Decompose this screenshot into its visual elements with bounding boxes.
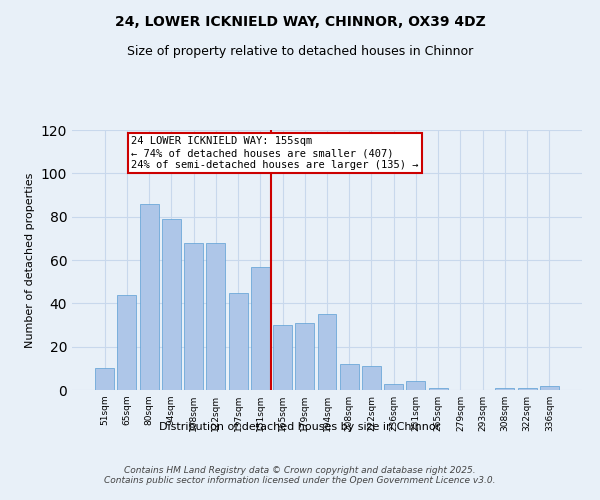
Bar xyxy=(273,325,292,390)
Bar xyxy=(118,294,136,390)
Bar xyxy=(540,386,559,390)
Bar xyxy=(406,382,425,390)
Bar xyxy=(518,388,536,390)
Bar xyxy=(295,323,314,390)
Bar xyxy=(229,292,248,390)
Bar xyxy=(251,266,270,390)
Text: 24 LOWER ICKNIELD WAY: 155sqm
← 74% of detached houses are smaller (407)
24% of : 24 LOWER ICKNIELD WAY: 155sqm ← 74% of d… xyxy=(131,136,419,170)
Text: Distribution of detached houses by size in Chinnor: Distribution of detached houses by size … xyxy=(160,422,440,432)
Bar xyxy=(340,364,359,390)
Bar xyxy=(140,204,158,390)
Bar xyxy=(496,388,514,390)
Bar xyxy=(162,219,181,390)
Bar xyxy=(206,242,225,390)
Bar xyxy=(95,368,114,390)
Bar xyxy=(384,384,403,390)
Bar xyxy=(362,366,381,390)
Bar xyxy=(317,314,337,390)
Text: Size of property relative to detached houses in Chinnor: Size of property relative to detached ho… xyxy=(127,45,473,58)
Text: Contains HM Land Registry data © Crown copyright and database right 2025.
Contai: Contains HM Land Registry data © Crown c… xyxy=(104,466,496,485)
Y-axis label: Number of detached properties: Number of detached properties xyxy=(25,172,35,348)
Text: 24, LOWER ICKNIELD WAY, CHINNOR, OX39 4DZ: 24, LOWER ICKNIELD WAY, CHINNOR, OX39 4D… xyxy=(115,15,485,29)
Bar xyxy=(184,242,203,390)
Bar xyxy=(429,388,448,390)
